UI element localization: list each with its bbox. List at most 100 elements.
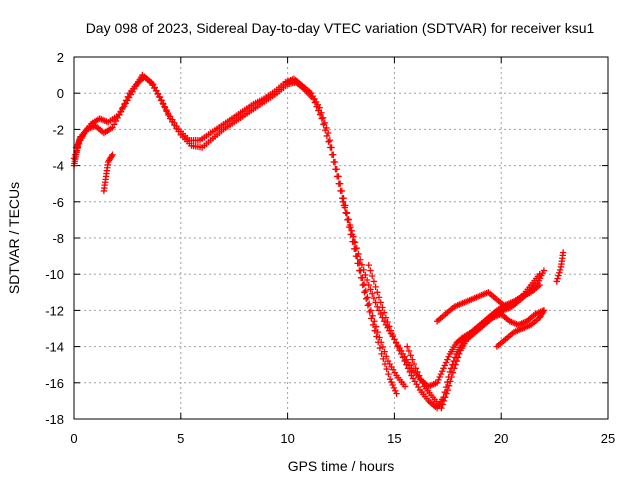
data-point bbox=[439, 401, 446, 408]
data-point bbox=[442, 394, 449, 401]
data-point bbox=[350, 233, 357, 240]
data-point bbox=[447, 378, 454, 385]
data-point bbox=[401, 383, 409, 390]
data-point bbox=[157, 96, 165, 104]
x-tick-label: 15 bbox=[387, 431, 401, 446]
series-track-7 bbox=[493, 307, 548, 350]
data-point bbox=[371, 327, 378, 334]
data-point bbox=[375, 294, 383, 301]
y-tick-label: -18 bbox=[45, 412, 64, 427]
data-point bbox=[559, 249, 567, 256]
data-point bbox=[326, 137, 334, 144]
data-point bbox=[365, 281, 372, 289]
series-track-4 bbox=[365, 261, 548, 412]
data-point bbox=[388, 378, 395, 386]
data-point bbox=[440, 365, 447, 372]
data-point bbox=[370, 294, 378, 302]
data-point bbox=[556, 269, 563, 276]
data-point bbox=[346, 221, 354, 229]
data-point bbox=[318, 115, 325, 122]
data-point bbox=[321, 119, 328, 127]
data-point bbox=[433, 379, 441, 386]
y-tick-label: 2 bbox=[57, 50, 64, 65]
data-point bbox=[452, 361, 459, 368]
data-point bbox=[362, 271, 369, 279]
data-point bbox=[359, 274, 366, 282]
data-point bbox=[362, 287, 369, 295]
y-tick-label: -4 bbox=[52, 159, 64, 174]
data-point bbox=[352, 245, 359, 253]
y-tick-label: -10 bbox=[45, 267, 64, 282]
data-point bbox=[386, 323, 393, 330]
data-point bbox=[367, 286, 374, 293]
data-point bbox=[451, 365, 458, 372]
data-point bbox=[398, 350, 405, 358]
x-axis-label: GPS time / hours bbox=[288, 458, 395, 474]
data-point bbox=[410, 360, 418, 368]
data-point bbox=[417, 375, 425, 383]
data-point bbox=[376, 344, 384, 352]
data-point bbox=[348, 227, 355, 234]
plot-frame bbox=[73, 56, 609, 420]
data-point bbox=[112, 117, 120, 125]
data-point bbox=[359, 281, 366, 289]
data-point bbox=[399, 354, 407, 361]
data-point bbox=[368, 290, 376, 297]
data-point bbox=[355, 250, 362, 258]
y-tick-label: -14 bbox=[45, 340, 64, 355]
data-point bbox=[394, 343, 402, 350]
data-point bbox=[171, 119, 178, 127]
data-point bbox=[404, 365, 412, 372]
data-point bbox=[385, 370, 392, 378]
data-point bbox=[325, 138, 332, 145]
data-point bbox=[355, 260, 363, 267]
data-point bbox=[382, 314, 390, 321]
data-point bbox=[360, 266, 367, 274]
data-point bbox=[540, 307, 548, 314]
data-point bbox=[448, 373, 455, 381]
data-point bbox=[454, 354, 462, 361]
data-point bbox=[453, 357, 460, 365]
data-point bbox=[357, 267, 364, 274]
data-point bbox=[324, 129, 332, 137]
x-tick-label: 5 bbox=[177, 431, 184, 446]
data-point bbox=[383, 365, 390, 373]
series-track-3 bbox=[339, 198, 543, 390]
data-point bbox=[553, 278, 560, 285]
data-point bbox=[539, 308, 547, 316]
data-point bbox=[391, 336, 398, 343]
data-point bbox=[323, 124, 330, 132]
data-point bbox=[163, 106, 170, 114]
data-point bbox=[365, 261, 372, 269]
data-point bbox=[392, 387, 399, 394]
data-point bbox=[409, 356, 416, 363]
data-point bbox=[377, 339, 385, 346]
x-tick-label: 25 bbox=[601, 431, 615, 446]
data-point bbox=[374, 289, 381, 296]
y-tick-label: -2 bbox=[52, 122, 64, 137]
series-track-5 bbox=[404, 307, 548, 412]
data-point bbox=[387, 327, 395, 334]
data-point bbox=[555, 272, 562, 279]
data-point bbox=[390, 384, 398, 392]
data-point bbox=[357, 256, 364, 263]
data-point bbox=[367, 267, 374, 274]
data-point bbox=[108, 152, 115, 160]
data-point bbox=[383, 353, 390, 360]
data-point bbox=[169, 116, 176, 123]
data-point bbox=[341, 204, 349, 211]
data-point bbox=[380, 309, 388, 316]
data-point bbox=[554, 275, 561, 282]
data-point bbox=[161, 103, 168, 110]
data-point bbox=[372, 323, 380, 330]
series-track-1 bbox=[70, 73, 400, 397]
data-point bbox=[353, 244, 361, 252]
data-point bbox=[339, 198, 347, 205]
data-point bbox=[449, 369, 457, 376]
data-point bbox=[333, 166, 340, 173]
x-tick-label: 20 bbox=[494, 431, 508, 446]
data-point bbox=[407, 352, 414, 359]
data-point bbox=[384, 318, 391, 326]
data-point bbox=[540, 267, 548, 274]
